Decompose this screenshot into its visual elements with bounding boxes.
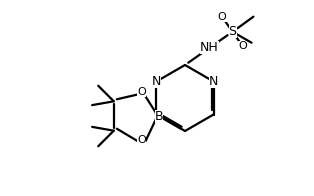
Text: B: B xyxy=(155,110,163,122)
Text: O: O xyxy=(137,87,146,97)
Text: S: S xyxy=(229,25,236,38)
Text: N: N xyxy=(152,75,161,88)
Text: O: O xyxy=(137,135,146,145)
Text: NH: NH xyxy=(200,41,219,54)
Text: N: N xyxy=(209,75,218,88)
Text: O: O xyxy=(218,12,227,22)
Text: O: O xyxy=(238,42,247,52)
